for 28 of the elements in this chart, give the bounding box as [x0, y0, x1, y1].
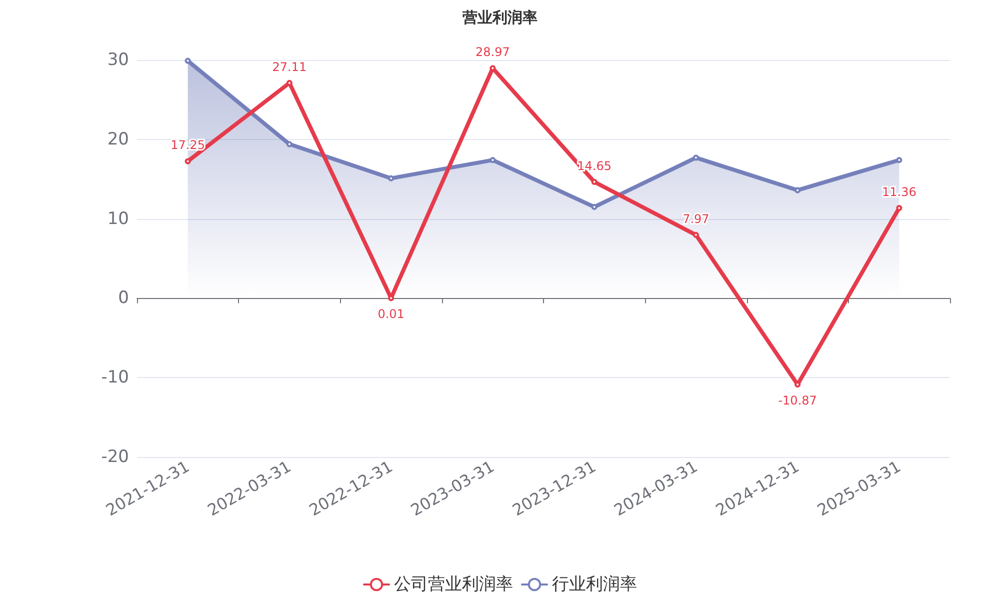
data-label: -10.87 — [778, 394, 817, 408]
point — [490, 157, 496, 164]
point — [794, 187, 801, 194]
point — [591, 204, 598, 210]
point — [692, 154, 699, 161]
data-label: 11.36 — [882, 185, 916, 199]
data-label: 17.25 — [170, 138, 205, 152]
y-tick-label: -20 — [101, 447, 129, 467]
point — [286, 141, 292, 148]
chart-title: 营业利润率 — [462, 8, 538, 26]
point — [896, 157, 902, 164]
y-tick-label: 0 — [118, 288, 129, 308]
point — [388, 175, 394, 182]
point — [692, 232, 699, 238]
point — [591, 178, 598, 185]
legend-label: 行业利润率 — [552, 574, 637, 594]
point — [896, 205, 902, 211]
y-tick-label: 30 — [107, 50, 129, 70]
y-tick-label: 10 — [107, 208, 129, 229]
legend-label: 公司营业利润率 — [394, 574, 513, 594]
data-label: 7.97 — [682, 212, 710, 226]
y-tick-label: 20 — [107, 129, 129, 150]
data-label: 27.11 — [272, 60, 307, 74]
point — [184, 158, 191, 164]
y-tick-label: -10 — [101, 368, 129, 388]
data-label: 0.01 — [378, 307, 404, 322]
data-label: 28.97 — [476, 45, 510, 60]
point — [184, 58, 191, 64]
